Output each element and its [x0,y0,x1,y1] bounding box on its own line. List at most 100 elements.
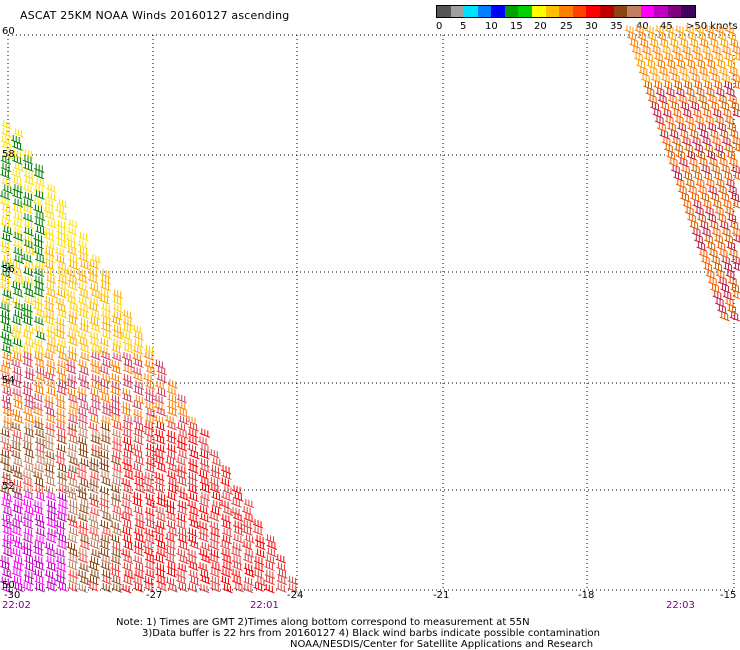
wind-barb [133,555,144,565]
wind-barb [55,575,66,585]
wind-barb [153,526,165,537]
wind-barb [2,289,13,299]
wind-barb [693,172,704,182]
wind-barb [155,520,166,530]
wind-barb [34,211,46,222]
wind-barb [111,338,123,349]
wind-barb [132,372,144,382]
wind-barb [89,387,100,398]
wind-barb [1,204,12,214]
wind-barb [700,102,711,112]
wind-barb [101,583,112,593]
wind-barb [2,407,13,417]
wind-barb [711,228,723,238]
wind-barb [647,95,659,105]
wind-barb [45,267,56,277]
wind-barb [220,568,232,578]
wind-barb [1,379,12,389]
wind-barb [99,295,110,305]
wind-barb [723,172,734,182]
wind-barb [90,401,101,411]
wind-barb [709,39,720,49]
wind-barb [673,81,684,91]
wind-barb [655,88,666,98]
wind-barb [55,520,66,530]
wind-barb [101,317,112,327]
wind-barb [708,67,720,77]
wind-barb [44,470,55,480]
wind-barb [133,435,144,446]
wind-barb [694,235,705,245]
wind-barb [681,137,693,147]
wind-barb [677,32,688,42]
wind-barb [166,470,177,480]
colorbar-segment [654,6,668,17]
wind-barb [211,499,222,510]
wind-barb [67,352,78,362]
wind-barb [732,200,740,209]
wind-barb [68,526,79,537]
wind-barb [46,387,57,397]
wind-barb [11,519,22,530]
lat-label-60: 60 [2,26,15,37]
wind-barb [730,284,740,294]
wind-barb [133,470,145,481]
wind-barb [694,144,705,154]
wind-barb [45,379,57,390]
wind-barb [100,281,111,292]
wind-barb [652,109,663,119]
wind-barb [687,32,698,42]
wind-barb [661,46,673,56]
wind-barb [704,116,716,126]
wind-barb [10,358,22,369]
wind-barb [698,67,710,77]
wind-barb [221,520,232,530]
wind-barb [0,302,11,312]
wind-barb [35,449,46,460]
wind-barb [33,463,45,473]
wind-barb [66,226,78,236]
wind-barb [88,527,100,537]
wind-barb [120,583,132,594]
wind-barb [132,408,144,419]
wind-barb [121,548,132,558]
wind-barb [22,477,34,488]
wind-barb [22,541,33,552]
wind-barb [1,141,13,151]
wind-barb [87,274,99,284]
wind-barb [200,575,211,585]
swath-time-west-mid: 22:01 [250,600,279,611]
wind-barb [43,198,55,208]
wind-barb [57,477,68,488]
wind-barb [694,207,706,217]
wind-barb [100,554,112,565]
wind-barb [713,172,724,182]
wind-barb [156,498,167,508]
wind-barb [77,512,89,523]
wind-barb [717,95,729,105]
wind-barb [144,534,156,545]
wind-barb [648,67,660,77]
wind-barb [89,540,100,550]
wind-barb [56,226,67,236]
wind-barb [99,365,110,375]
wind-barb [727,214,738,224]
wind-barb [704,207,716,217]
wind-barb [1,583,12,594]
wind-barb [35,519,46,529]
wind-barb [719,130,730,140]
wind-barb [714,144,725,154]
wind-barb [46,505,58,516]
wind-barb [33,288,45,298]
colorbar-segment [491,6,505,17]
wind-barb [12,561,23,572]
wind-barb [45,477,56,487]
wind-barb [671,46,683,56]
lat-label-58: 58 [2,149,15,160]
wind-barb [32,197,44,207]
wind-barb [77,282,88,292]
wind-barb [716,60,727,70]
wind-barb [155,435,166,445]
wind-barb [111,470,123,480]
wind-barb [719,39,730,49]
